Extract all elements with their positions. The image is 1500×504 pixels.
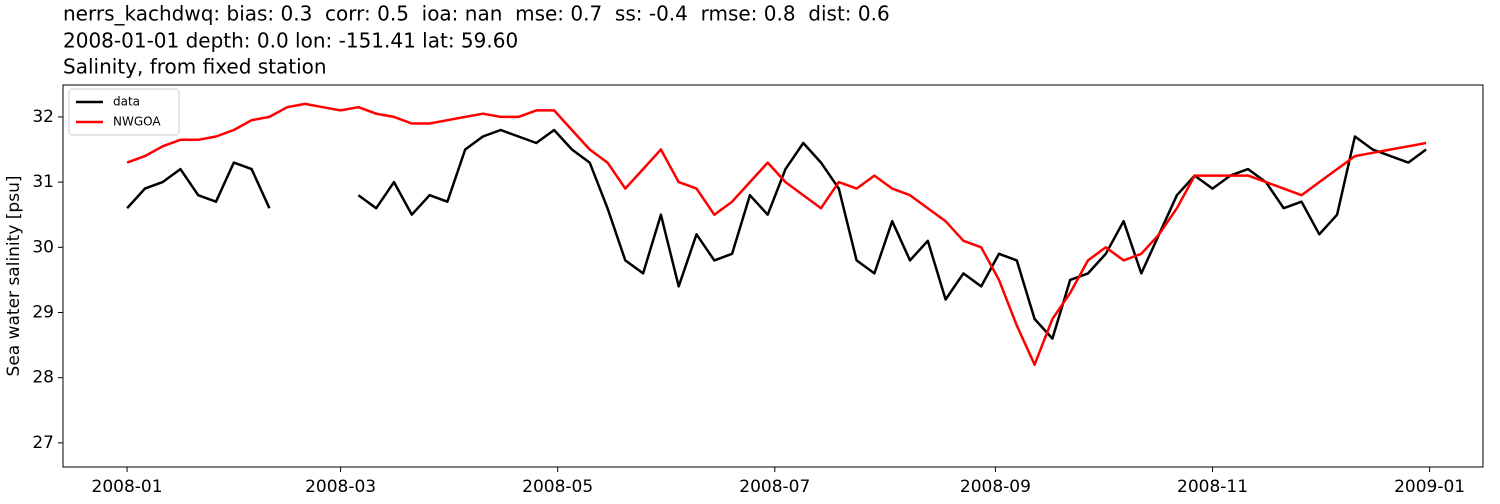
y-axis-label: Sea water salinity [psu] <box>4 176 24 377</box>
x-tick-label: 2008-03 <box>305 477 376 497</box>
legend-box <box>68 88 180 136</box>
y-tick-label: 30 <box>32 237 54 257</box>
legend-label: NWGOA <box>113 115 161 129</box>
title-line: 2008-01-01 depth: 0.0 lon: -151.41 lat: … <box>63 29 518 53</box>
x-tick-label: 2009-01 <box>1394 477 1465 497</box>
y-tick-label: 31 <box>32 172 54 192</box>
y-tick-label: 27 <box>32 433 54 453</box>
x-tick-label: 2008-07 <box>739 477 810 497</box>
title-line: Salinity, from fixed station <box>63 55 327 79</box>
series-line <box>126 102 1427 366</box>
x-tick-label: 2008-11 <box>1177 477 1248 497</box>
x-tick-label: 2008-05 <box>522 477 593 497</box>
y-tick-label: 32 <box>32 107 54 127</box>
x-tick-label: 2008-09 <box>960 477 1031 497</box>
plot-frame <box>62 84 1484 468</box>
y-tick-label: 29 <box>32 303 54 323</box>
x-tick-label: 2008-01 <box>92 477 163 497</box>
legend-label: data <box>113 95 140 109</box>
title-line: nerrs_kachdwq: bias: 0.3 corr: 0.5 ioa: … <box>63 2 890 26</box>
series-line <box>126 128 1427 340</box>
y-tick-label: 28 <box>32 368 54 388</box>
